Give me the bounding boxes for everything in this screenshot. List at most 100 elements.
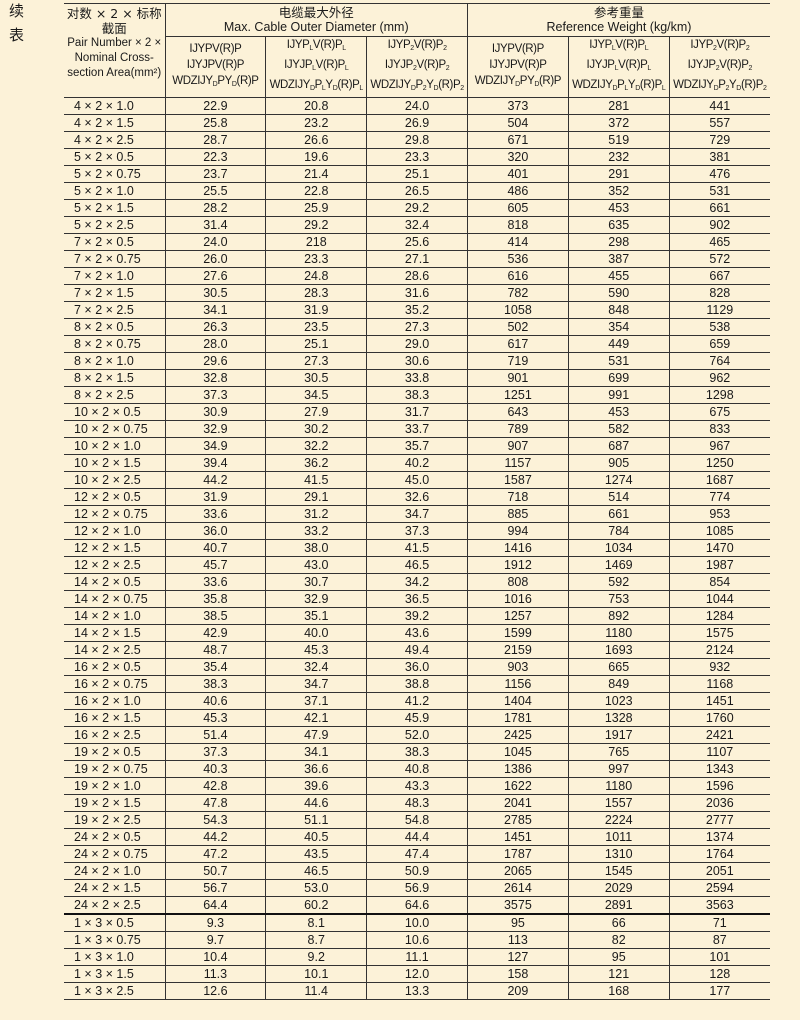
weight-cell: 1310 (567, 845, 670, 863)
model-name-part: L (624, 85, 628, 92)
weight-cell: 1044 (668, 590, 770, 608)
weight-cell: 1107 (668, 743, 770, 761)
diameter-cell: 37.3 (164, 743, 266, 761)
weight-cell: 590 (567, 284, 670, 302)
weight-cell: 719 (466, 352, 569, 370)
model-name-part: IJYP (690, 39, 713, 51)
diameter-cell: 28.3 (265, 284, 367, 302)
size-cell: 24 × 2 × 0.5 (64, 828, 165, 846)
size-cell: 8 × 2 × 0.75 (64, 335, 165, 353)
table-row: 24 × 2 × 1.0 50.7 46.5 50.9 2065 1545 2051 (64, 862, 770, 880)
diameter-cell: 32.4 (265, 658, 367, 676)
diameter-cell: 24.0 (164, 233, 266, 251)
weight-cell: 1404 (466, 692, 569, 710)
model-name-part: WDZIJY (269, 79, 311, 91)
diameter-cell: 64.6 (366, 896, 468, 915)
diameter-cell: 34.7 (265, 675, 367, 693)
diameter-cell: 41.2 (366, 692, 468, 710)
model-name-part: (R)P (236, 75, 259, 87)
model-name-part: PY (217, 75, 232, 87)
table-row: 7 × 2 × 1.0 27.6 24.8 28.6 616 455 667 (64, 267, 770, 285)
diameter-cell: 25.1 (265, 335, 367, 353)
model-name: IJYJPLV(R)PL (266, 57, 366, 77)
weight-cell: 1470 (668, 539, 770, 557)
model-name-part: Y (325, 79, 333, 91)
diameter-group-header: 电缆最大外径 Max. Cable Outer Diameter (mm) (164, 3, 468, 37)
weight-cell: 476 (668, 165, 770, 183)
diameter-cell: 32.8 (164, 369, 266, 387)
weight-cell: 209 (466, 982, 569, 1000)
diameter-cell: 29.8 (366, 131, 468, 149)
diameter-cell: 45.7 (164, 556, 266, 574)
diameter-cell: 48.7 (164, 641, 266, 659)
weight-cell: 1987 (668, 556, 770, 574)
size-cell: 14 × 2 × 1.5 (64, 624, 165, 642)
size-cell: 19 × 2 × 0.5 (64, 743, 165, 761)
weight-cell: 3563 (668, 896, 770, 915)
size-cell: 10 × 2 × 0.75 (64, 420, 165, 438)
weight-cell: 661 (567, 505, 670, 523)
table-row: 5 × 2 × 2.5 31.4 29.2 32.4 818 635 902 (64, 216, 770, 234)
weight-cell: 1781 (466, 709, 569, 727)
diameter-cell: 43.5 (265, 845, 367, 863)
weight-cell: 962 (668, 369, 770, 387)
model-name-part: IJYP (589, 39, 612, 51)
diameter-cell: 20.8 (265, 97, 367, 115)
diameter-cell: 31.6 (366, 284, 468, 302)
model-name-part: D (515, 81, 520, 88)
diameter-cell: 8.7 (265, 931, 367, 949)
diameter-cell: 35.8 (164, 590, 266, 608)
model-name-part: 2 (748, 65, 753, 72)
weight-cell: 1912 (466, 556, 569, 574)
model-name: IJYPV(R)P (468, 41, 568, 57)
diameter-cell: 40.2 (366, 454, 468, 472)
diameter-cell: 45.3 (164, 709, 266, 727)
table-row: 4 × 2 × 1.0 22.9 20.8 24.0 373 281 441 (64, 97, 770, 115)
diameter-cell: 21.4 (265, 165, 367, 183)
table-row: 10 × 2 × 2.5 44.2 41.5 45.0 1587 1274 1687 (64, 471, 770, 489)
table-row: 16 × 2 × 0.5 35.4 32.4 36.0 903 665 932 (64, 658, 770, 676)
size-cell: 16 × 2 × 1.5 (64, 709, 165, 727)
diameter-cell: 50.9 (366, 862, 468, 880)
diameter-cell: 26.3 (164, 318, 266, 336)
size-cell: 24 × 2 × 1.0 (64, 862, 165, 880)
size-cell: 19 × 2 × 2.5 (64, 811, 165, 829)
weight-cell: 1157 (466, 454, 569, 472)
continued-label-2: 表 (9, 26, 25, 44)
diameter-cell: 38.8 (366, 675, 468, 693)
weight-cell: 675 (668, 403, 770, 421)
diameter-cell: 25.9 (265, 199, 367, 217)
diameter-cell: 53.0 (265, 879, 367, 897)
diameter-cell: 44.4 (366, 828, 468, 846)
weight-cell: 1085 (668, 522, 770, 540)
table-row: 19 × 2 × 2.5 54.3 51.1 54.8 2785 2224 2777 (64, 811, 770, 829)
weight-cell: 158 (466, 965, 569, 983)
model-name-part: V(R)P (618, 59, 648, 71)
diameter-cell: 34.2 (366, 573, 468, 591)
size-cell: 12 × 2 × 0.75 (64, 505, 165, 523)
weight-cell: 1917 (567, 726, 670, 744)
diameter-cell: 43.6 (366, 624, 468, 642)
model-name: IJYJP2V(R)P2 (670, 57, 770, 77)
diameter-cell: 22.9 (164, 97, 266, 115)
diameter-cell: 51.4 (164, 726, 266, 744)
diameter-cell: 40.7 (164, 539, 266, 557)
table-row: 16 × 2 × 0.75 38.3 34.7 38.8 1156 849 1168 (64, 675, 770, 693)
weight-cell: 1374 (668, 828, 770, 846)
model-name-part: (R)P (740, 79, 763, 91)
diameter-cell: 45.9 (366, 709, 468, 727)
table-row: 8 × 2 × 1.5 32.8 30.5 33.8 901 699 962 (64, 369, 770, 387)
diameter-cell: 34.1 (265, 743, 367, 761)
weight-cell: 401 (466, 165, 569, 183)
diameter-cell: 45.3 (265, 641, 367, 659)
diameter-cell: 11.3 (164, 965, 266, 983)
model-name-part: IJYJPV(R)P (186, 59, 245, 71)
weight-cell: 687 (567, 437, 670, 455)
table-row: 7 × 2 × 0.5 24.0 218 25.6 414 298 465 (64, 233, 770, 251)
model-name-part: IJYJP (284, 59, 313, 71)
weight-cell: 1760 (668, 709, 770, 727)
weight-cell: 2036 (668, 794, 770, 812)
table-row: 19 × 2 × 1.0 42.8 39.6 43.3 1622 1180 1596 (64, 777, 770, 795)
weight-cell: 2041 (466, 794, 569, 812)
diameter-cell: 29.6 (164, 352, 266, 370)
